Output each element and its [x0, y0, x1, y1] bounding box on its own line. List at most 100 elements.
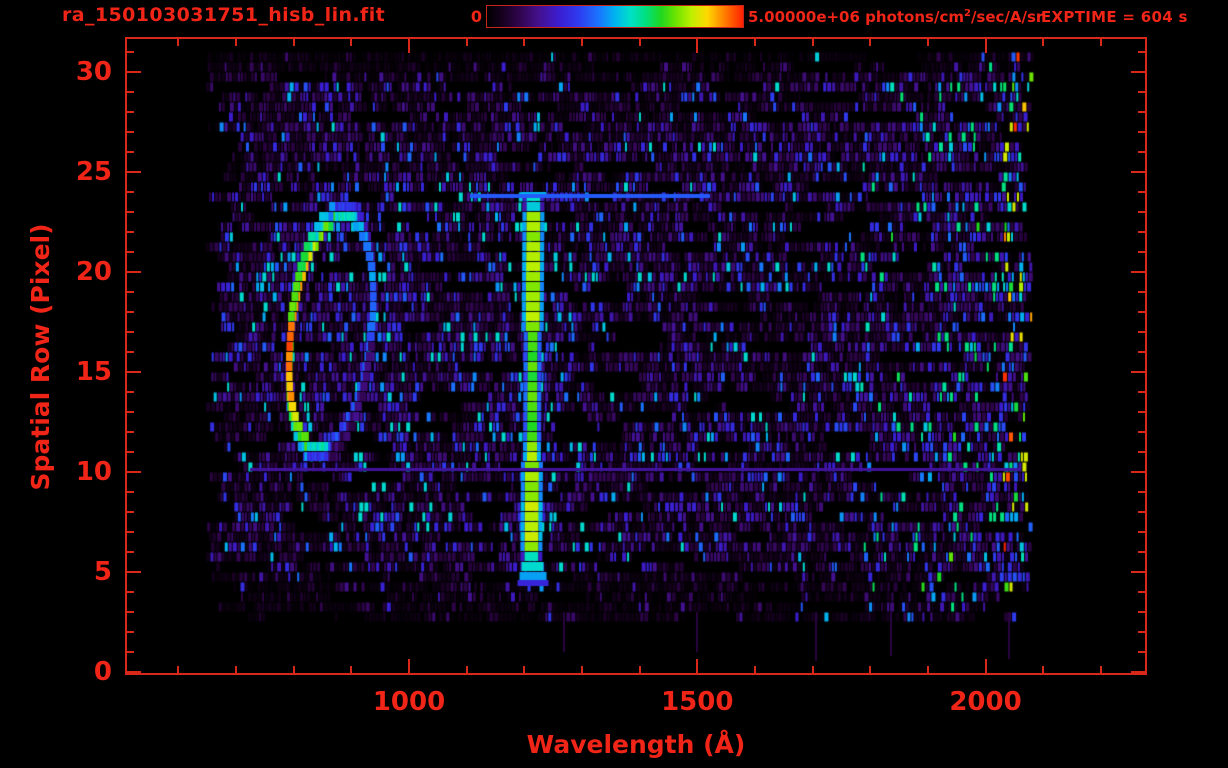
y-minor-tick [1138, 631, 1145, 633]
y-tick-label: 5 [93, 557, 112, 587]
y-minor-tick [127, 351, 134, 353]
x-minor-tick [1099, 666, 1102, 673]
y-major-tick [1131, 71, 1145, 73]
y-minor-tick [127, 391, 134, 393]
y-minor-tick [1138, 331, 1145, 333]
y-minor-tick [1138, 351, 1145, 353]
y-minor-tick [1138, 291, 1145, 293]
y-tick-label: 20 [75, 257, 112, 287]
colorbar-max-value: 5.00000e+06 [748, 8, 860, 26]
y-minor-tick [127, 631, 134, 633]
y-major-tick [1131, 171, 1145, 173]
x-minor-tick [1042, 666, 1045, 673]
colorbar [486, 5, 744, 28]
y-minor-tick [127, 451, 134, 453]
x-minor-tick [638, 666, 641, 673]
y-minor-tick [127, 131, 134, 133]
y-tick-label: 25 [75, 157, 112, 187]
x-minor-tick [292, 39, 295, 46]
x-minor-tick [926, 666, 929, 673]
colorbar-min-label: 0 [470, 7, 482, 26]
y-minor-tick [1138, 611, 1145, 613]
colorbar-max-label: 5.00000e+06 photons/cm2/sec/A/sr [748, 8, 1043, 26]
x-major-tick [408, 659, 410, 673]
y-minor-tick [1138, 211, 1145, 213]
x-minor-tick [753, 39, 756, 46]
y-minor-tick [127, 491, 134, 493]
y-minor-tick [1138, 551, 1145, 553]
y-minor-tick [1138, 151, 1145, 153]
y-minor-tick [127, 151, 134, 153]
y-minor-tick [127, 651, 134, 653]
y-minor-tick [1138, 591, 1145, 593]
y-major-tick [127, 71, 141, 73]
y-minor-tick [127, 411, 134, 413]
y-minor-tick [1138, 531, 1145, 533]
y-major-tick [127, 271, 141, 273]
y-minor-tick [1138, 131, 1145, 133]
x-minor-tick [869, 666, 872, 673]
y-tick-label: 10 [75, 457, 112, 487]
y-minor-tick [127, 511, 134, 513]
x-axis-title: Wavelength (Å) [526, 730, 746, 759]
y-minor-tick [127, 551, 134, 553]
colorbar-units: photons/cm [859, 8, 964, 26]
y-minor-tick [1138, 51, 1145, 53]
y-major-tick [127, 571, 141, 573]
x-major-tick [696, 659, 699, 673]
y-minor-tick [127, 331, 134, 333]
x-minor-tick [235, 666, 238, 673]
plot-frame [125, 37, 1147, 675]
y-minor-tick [127, 191, 134, 193]
y-major-tick [127, 471, 141, 473]
x-major-tick [984, 39, 987, 53]
x-minor-tick [1099, 39, 1102, 46]
x-minor-tick [465, 666, 468, 673]
y-minor-tick [1138, 311, 1145, 313]
x-minor-tick [869, 39, 872, 46]
y-tick-label: 0 [93, 657, 112, 687]
y-minor-tick [127, 531, 134, 533]
y-minor-tick [1138, 251, 1145, 253]
y-minor-tick [127, 251, 134, 253]
y-minor-tick [1138, 411, 1145, 413]
x-minor-tick [638, 39, 641, 46]
y-minor-tick [127, 111, 134, 113]
y-minor-tick [127, 591, 134, 593]
x-major-tick [408, 39, 410, 53]
y-minor-tick [127, 611, 134, 613]
exptime-label: EXPTIME = 604 s [1041, 8, 1188, 26]
x-minor-tick [235, 39, 238, 46]
x-minor-tick [292, 666, 295, 673]
y-minor-tick [127, 311, 134, 313]
y-minor-tick [127, 431, 134, 433]
y-minor-tick [1138, 511, 1145, 513]
x-minor-tick [350, 666, 353, 673]
x-minor-tick [177, 39, 180, 46]
y-minor-tick [1138, 231, 1145, 233]
y-minor-tick [1138, 191, 1145, 193]
x-minor-tick [465, 39, 468, 46]
x-minor-tick [1042, 39, 1045, 46]
y-major-tick [127, 371, 141, 373]
x-major-tick [984, 659, 987, 673]
y-minor-tick [1138, 91, 1145, 93]
y-axis-title: Spatial Row (Pixel) [26, 223, 55, 491]
y-minor-tick [1138, 431, 1145, 433]
y-minor-tick [1138, 391, 1145, 393]
x-minor-tick [811, 666, 814, 673]
y-minor-tick [1138, 651, 1145, 653]
x-tick-label: 2000 [949, 687, 1022, 717]
colorbar-units-exponent: 2 [963, 8, 971, 19]
y-minor-tick [127, 51, 134, 53]
x-tick-label: 1500 [661, 687, 734, 717]
spectral-heatmap [127, 39, 1145, 673]
y-tick-label: 15 [75, 357, 112, 387]
y-major-tick [1131, 571, 1145, 573]
fits-filename: ra_150103031751_hisb_lin.fit [62, 4, 386, 26]
x-minor-tick [580, 666, 583, 673]
x-minor-tick [523, 39, 526, 46]
x-minor-tick [523, 666, 526, 673]
x-tick-label: 1000 [372, 687, 446, 717]
y-major-tick [127, 171, 141, 173]
